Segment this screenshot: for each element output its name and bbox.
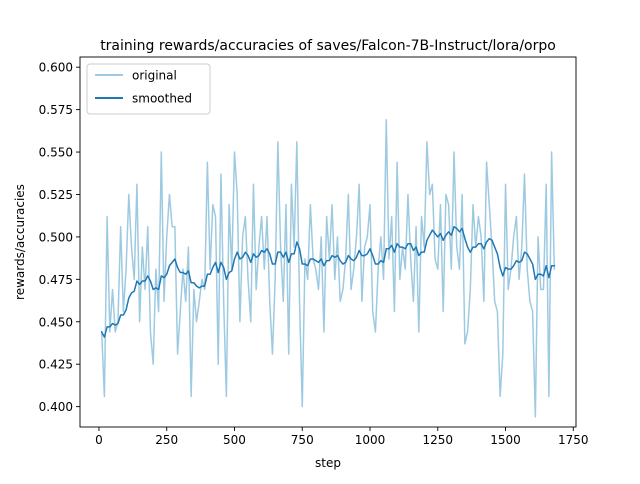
y-axis: 0.400 0.425 0.450 0.475 0.500 0.525 0.550 0.575… [39, 61, 80, 414]
x-tick-label: 250 [155, 433, 178, 447]
x-tick-label: 1750 [558, 433, 589, 447]
chart-title: training rewards/accuracies of saves/Fal… [100, 38, 556, 54]
x-tick-label: 500 [223, 433, 246, 447]
y-tick-label: 0.575 [39, 103, 73, 117]
y-tick-label: 0.600 [39, 61, 73, 75]
y-tick-label: 0.450 [39, 315, 73, 329]
x-tick-label: 0 [95, 433, 103, 447]
legend-label-smoothed: smoothed [132, 92, 192, 106]
y-tick-label: 0.550 [39, 146, 73, 160]
y-tick-label: 0.475 [39, 273, 73, 287]
x-tick-label: 750 [291, 433, 314, 447]
x-tick-label: 1500 [490, 433, 521, 447]
x-tick-label: 1250 [422, 433, 453, 447]
y-tick-label: 0.425 [39, 358, 73, 372]
plot-frame [79, 56, 577, 428]
y-tick-label: 0.400 [39, 400, 73, 414]
x-tick-label: 1000 [355, 433, 386, 447]
legend-box [86, 63, 211, 115]
x-axis: 0 250 500 750 1000 1250 1500 1750 [95, 427, 589, 447]
legend-label-original: original [132, 69, 177, 83]
series-layer [100, 119, 556, 418]
y-tick-label: 0.525 [39, 188, 73, 202]
legend: original smoothed [86, 63, 211, 115]
series-line-smoothed [100, 225, 556, 338]
series-line-original [100, 119, 556, 418]
y-axis-label: rewards/accuracies [13, 184, 27, 300]
plot-area [79, 56, 577, 428]
y-tick-label: 0.500 [39, 230, 73, 244]
x-axis-label: step [315, 456, 341, 470]
